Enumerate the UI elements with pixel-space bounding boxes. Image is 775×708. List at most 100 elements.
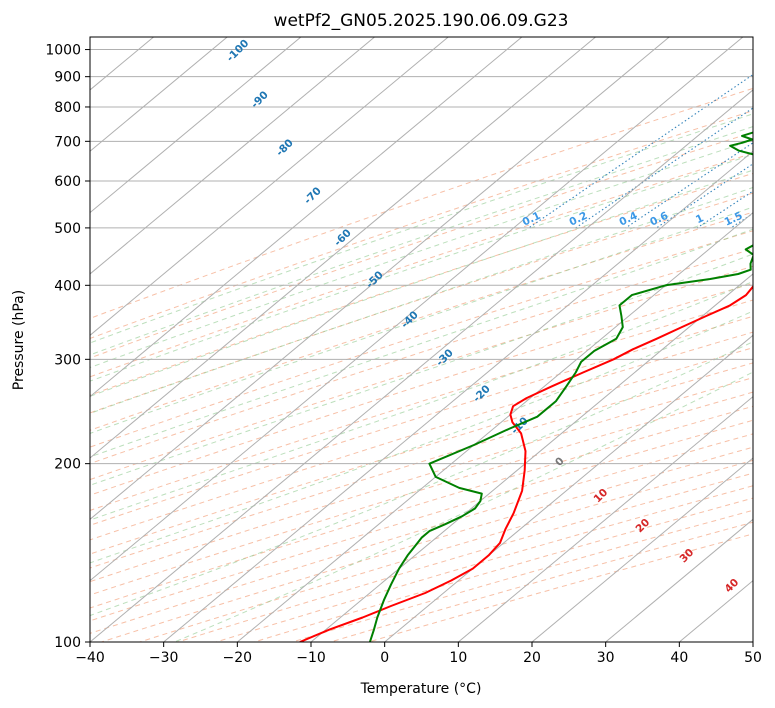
dry-adiabat-line <box>90 433 753 634</box>
y-tick-label: 700 <box>54 134 81 150</box>
isotherm-label: 10 <box>591 486 610 505</box>
isotherm-grid-line <box>531 457 753 642</box>
chart-title: wetPf2_GN05.2025.190.06.09.G23 <box>274 11 569 31</box>
x-tick-label: 50 <box>744 650 762 666</box>
isotherm-grid-line <box>752 641 753 642</box>
x-tick-label: −40 <box>75 650 105 666</box>
isotherm-label: 20 <box>633 516 652 535</box>
mixing-ratio-label: 0.6 <box>648 210 670 229</box>
x-tick-label: 10 <box>449 650 467 666</box>
isotherm-label: -30 <box>434 347 456 369</box>
moist-adiabat-line <box>90 281 753 521</box>
isotherm-grid-line <box>605 518 753 642</box>
dry-adiabat-line <box>90 282 753 496</box>
isotherm-label: -100 <box>224 37 251 64</box>
dry-adiabat-line <box>90 347 753 555</box>
x-tick-label: −10 <box>296 650 326 666</box>
y-tick-label: 100 <box>54 635 81 651</box>
background-lines <box>90 37 775 642</box>
isotherm-label: -20 <box>471 383 493 405</box>
y-tick-label: 200 <box>54 457 81 473</box>
dewpoint-profile-line <box>368 131 753 642</box>
dry-adiabat-line <box>90 299 753 511</box>
dry-adiabat-line <box>90 230 753 448</box>
dry-adiabat-line <box>90 377 753 583</box>
isotherm-grid-line <box>90 37 670 520</box>
mixing-ratio-line <box>528 73 753 229</box>
y-tick-label: 900 <box>54 70 81 86</box>
moist-adiabat-line <box>90 253 753 486</box>
mixing-ratio-line <box>575 107 753 229</box>
moist-adiabat-line <box>90 186 753 414</box>
y-tick-label: 300 <box>54 352 81 368</box>
moist-adiabat-line <box>90 126 753 356</box>
isotherm-label: 30 <box>677 546 696 565</box>
isotherm-grid-line <box>90 37 596 459</box>
isotherm-grid-line <box>90 89 753 642</box>
isotherm-grid-line <box>90 37 228 152</box>
isotherm-label: -80 <box>274 137 296 159</box>
isotherm-grid-line <box>90 37 375 275</box>
y-tick-label: 800 <box>54 100 81 116</box>
x-tick-label: 30 <box>597 650 615 666</box>
y-tick-label: 400 <box>54 278 81 294</box>
x-tick-label: 0 <box>380 650 389 666</box>
dry-adiabat-line <box>90 152 753 378</box>
isotherm-grid-line <box>90 37 744 582</box>
mixing-ratio-label: 1.5 <box>723 210 745 229</box>
dry-adiabat-line <box>90 192 753 414</box>
mixing-ratio-line <box>756 37 775 228</box>
x-tick-label: 20 <box>523 650 541 666</box>
dry-adiabat-line <box>139 459 753 642</box>
dry-adiabat-line <box>292 509 753 642</box>
isotherm-grid-line <box>90 37 449 336</box>
y-tick-label: 600 <box>54 174 81 190</box>
dry-adiabat-line <box>90 87 753 319</box>
mixing-ratio-label: 1 <box>694 212 706 226</box>
isotherm-grid-line <box>163 150 753 642</box>
x-tick-label: −30 <box>149 650 179 666</box>
isotherm-label: -70 <box>302 185 324 207</box>
dry-adiabat-line <box>90 248 753 465</box>
x-axis-ticks: −40 −30 −20 −10 0 10 20 30 40 50 <box>75 642 762 666</box>
mixing-ratio-label: 0.4 <box>617 210 639 229</box>
dry-adiabat-line <box>90 172 753 396</box>
dry-adiabat-line <box>90 315 753 526</box>
moist-adiabat-line <box>90 113 753 344</box>
temperature-profile-line <box>299 285 753 642</box>
dry-adiabat-line <box>90 405 753 609</box>
isotherm-label: -90 <box>249 89 271 111</box>
x-tick-label: −20 <box>223 650 253 666</box>
isotherm-grid-line <box>90 37 302 214</box>
y-axis-label: Pressure (hPa) <box>11 290 27 390</box>
moist-adiabat-line <box>90 310 753 564</box>
profile-series <box>299 131 753 642</box>
moist-adiabat-line <box>90 153 753 382</box>
isotherm-label: 0 <box>553 455 567 469</box>
moist-adiabat-line <box>90 139 753 369</box>
x-axis-label: Temperature (°C) <box>360 681 482 697</box>
y-tick-label: 1000 <box>45 43 81 59</box>
isotherm-grid-line <box>90 37 523 398</box>
isotherm-grid-line <box>458 395 753 642</box>
dry-adiabat-line <box>90 211 753 431</box>
plot-frame <box>89 36 754 643</box>
isotherm-grid-line <box>310 273 753 642</box>
isotherm-grid-line <box>384 334 753 642</box>
dry-adiabat-line <box>90 110 753 339</box>
mixing-ratio-line <box>656 163 753 229</box>
dry-adiabat-line <box>90 331 753 541</box>
isotherm-label: -50 <box>364 269 386 291</box>
moist-adiabat-line <box>90 169 753 397</box>
grid-lines <box>90 37 753 642</box>
dry-adiabat-line <box>90 131 753 359</box>
isotherm-grid-line <box>237 211 753 642</box>
moist-adiabat-line <box>90 341 753 617</box>
dry-adiabat-line <box>90 362 753 569</box>
dry-adiabat-line <box>90 391 753 596</box>
y-axis-ticks: 100 200 300 400 500 600 700 800 900 1000 <box>45 43 90 651</box>
moist-adiabat-line <box>90 206 753 434</box>
moist-adiabat-line <box>90 228 753 458</box>
isotherm-label: -60 <box>332 227 354 249</box>
